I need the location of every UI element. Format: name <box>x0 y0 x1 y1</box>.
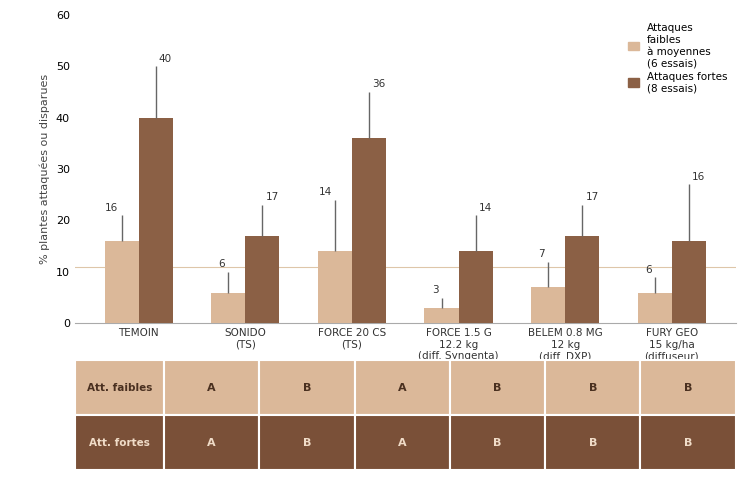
Bar <box>317 251 352 323</box>
Text: 14: 14 <box>318 187 332 197</box>
Bar <box>211 293 245 323</box>
Bar <box>531 287 565 323</box>
Text: B: B <box>589 383 597 392</box>
Text: A: A <box>398 383 406 392</box>
Bar <box>245 236 279 323</box>
Text: 17: 17 <box>266 193 279 202</box>
Y-axis label: % plantes attaquées ou disparues: % plantes attaquées ou disparues <box>40 74 50 264</box>
Text: 6: 6 <box>645 265 651 274</box>
Bar <box>352 138 386 323</box>
Text: A: A <box>398 438 406 448</box>
Bar <box>672 241 706 323</box>
Text: A: A <box>207 383 216 392</box>
Text: B: B <box>303 438 311 448</box>
Text: 7: 7 <box>539 249 545 259</box>
Text: Att. fortes: Att. fortes <box>89 438 149 448</box>
Bar <box>638 293 672 323</box>
Bar <box>105 241 139 323</box>
Text: B: B <box>684 383 692 392</box>
Text: 16: 16 <box>105 203 119 213</box>
Text: B: B <box>303 383 311 392</box>
Text: 14: 14 <box>479 203 492 213</box>
Text: B: B <box>589 438 597 448</box>
Text: B: B <box>493 383 502 392</box>
Bar <box>565 236 599 323</box>
Text: 40: 40 <box>159 53 172 64</box>
Text: B: B <box>684 438 692 448</box>
Text: 6: 6 <box>218 259 225 270</box>
Bar <box>424 308 459 323</box>
Text: 17: 17 <box>586 193 598 202</box>
Legend: Attaques
faibles
à moyennes
(6 essais), Attaques fortes
(8 essais): Attaques faibles à moyennes (6 essais), … <box>625 20 731 96</box>
Bar <box>459 251 493 323</box>
Text: Att. faibles: Att. faibles <box>87 383 152 392</box>
Text: 16: 16 <box>692 172 705 182</box>
Text: 36: 36 <box>372 79 385 89</box>
Bar <box>139 118 173 323</box>
Text: 3: 3 <box>432 285 438 295</box>
Text: B: B <box>493 438 502 448</box>
Text: A: A <box>207 438 216 448</box>
